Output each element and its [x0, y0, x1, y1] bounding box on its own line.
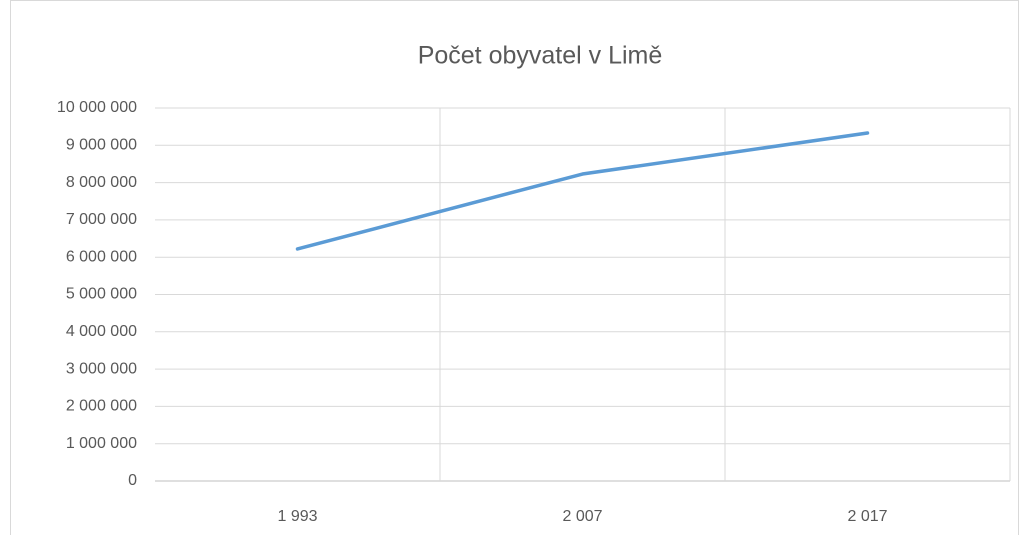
x-tick-label: 2 007: [562, 508, 602, 525]
x-tick-label: 1 993: [277, 508, 317, 525]
y-tick-label: 8 000 000: [66, 174, 137, 191]
y-tick-label: 9 000 000: [66, 137, 137, 154]
y-tick-label: 2 000 000: [66, 398, 137, 415]
y-tick-label: 5 000 000: [66, 286, 137, 303]
y-tick-label: 3 000 000: [66, 360, 137, 377]
y-tick-label: 7 000 000: [66, 211, 137, 228]
chart-frame: [10, 0, 1019, 535]
y-tick-label: 1 000 000: [66, 435, 137, 452]
chart-title: Počet obyvatel v Limě: [418, 42, 663, 70]
y-tick-label: 10 000 000: [57, 99, 137, 116]
data-line: [295, 131, 870, 251]
y-tick-label: 0: [128, 472, 137, 489]
x-tick-label: 2 017: [847, 508, 887, 525]
y-tick-label: 6 000 000: [66, 248, 137, 265]
y-tick-label: 4 000 000: [66, 323, 137, 340]
